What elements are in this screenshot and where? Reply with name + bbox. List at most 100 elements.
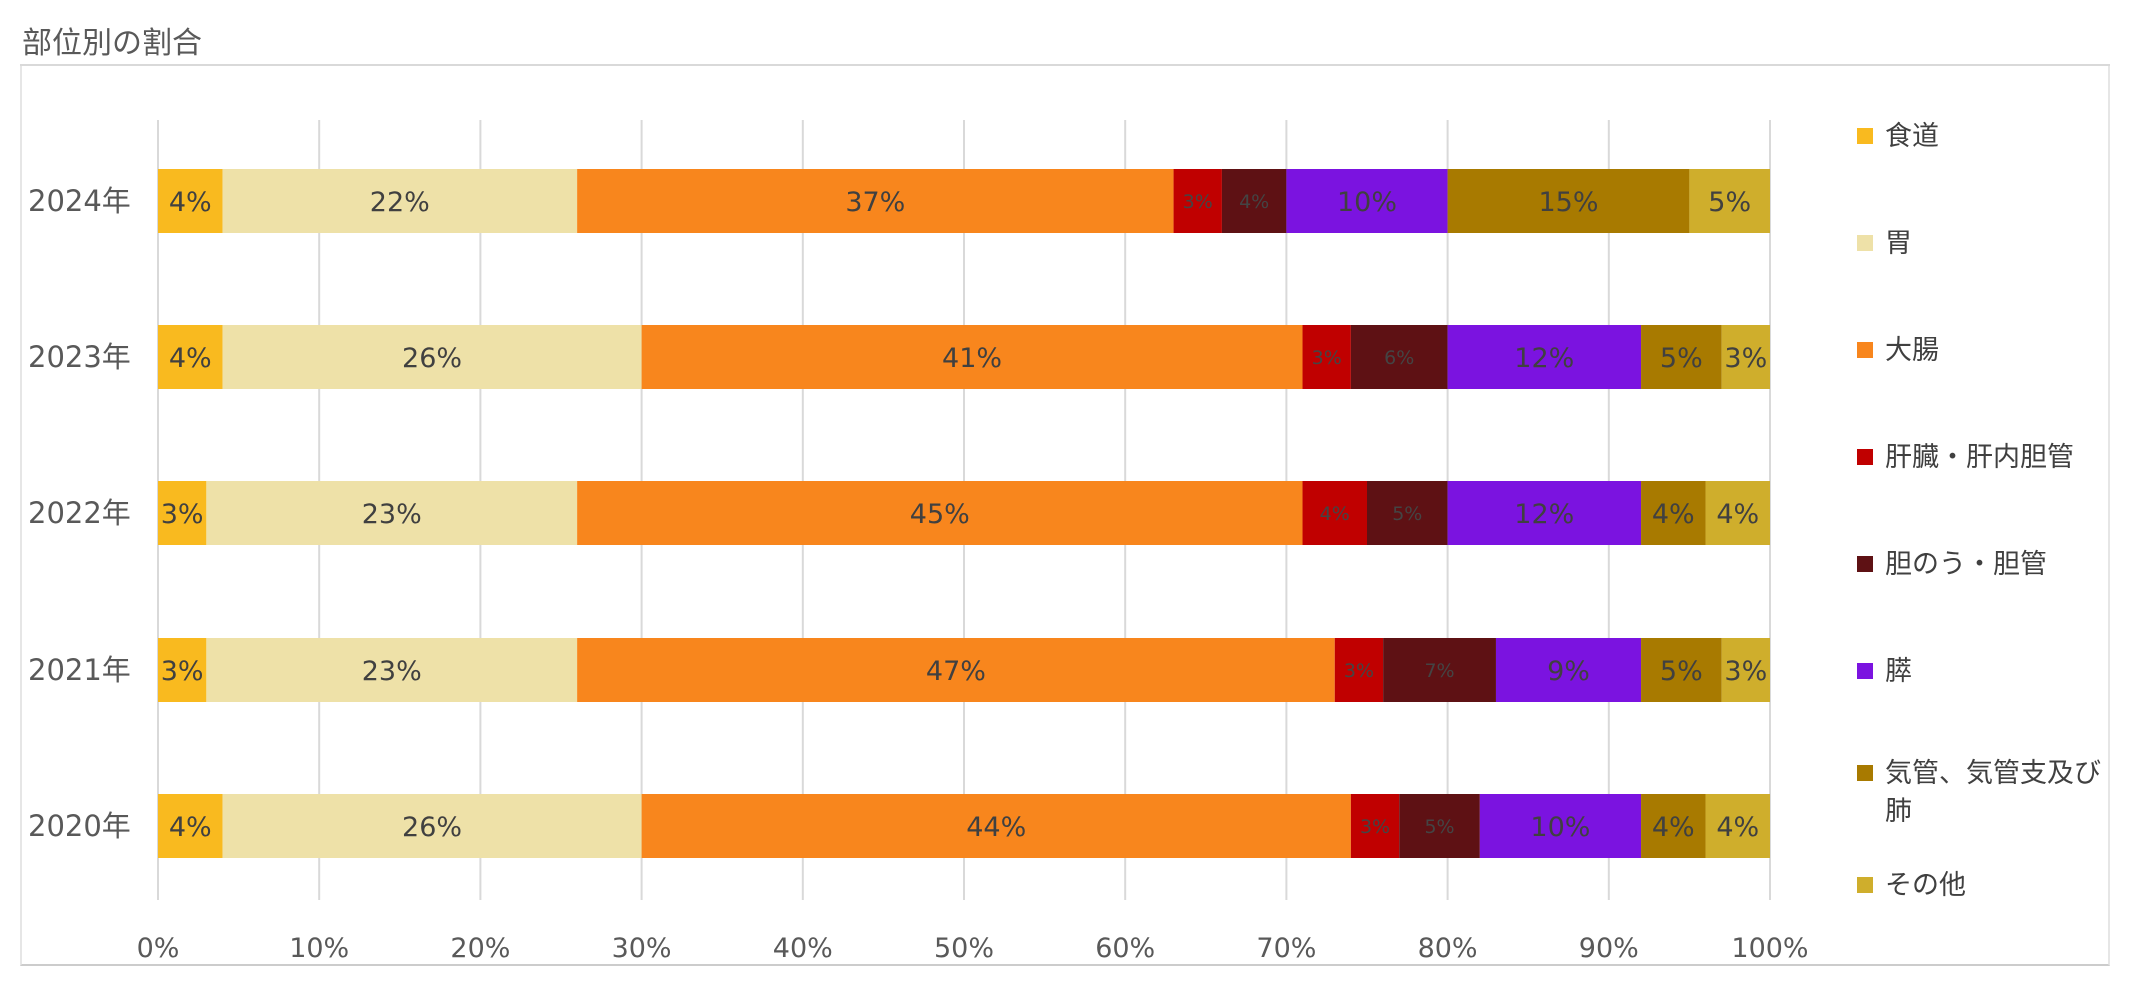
legend-label: 大腸	[1885, 335, 1939, 366]
data-label: 3%	[1183, 191, 1213, 213]
data-label: 5%	[1660, 656, 1703, 687]
x-tick-label: 90%	[1579, 933, 1639, 964]
legend-item: その他	[1857, 867, 2105, 905]
legend-swatch	[1857, 128, 1873, 144]
legend-item: 胃	[1857, 225, 2105, 263]
data-label: 6%	[1384, 347, 1414, 369]
x-tick-label: 10%	[289, 933, 349, 964]
data-label: 7%	[1424, 660, 1454, 682]
data-label: 3%	[1724, 343, 1767, 374]
bar-segment	[1689, 169, 1770, 233]
data-label: 22%	[370, 187, 430, 218]
data-label: 23%	[362, 656, 422, 687]
data-label: 4%	[169, 343, 212, 374]
bar-segment	[158, 169, 223, 233]
bar-segment	[1286, 169, 1448, 233]
chart-title: 部位別の割合	[22, 26, 202, 61]
data-label: 4%	[1716, 812, 1759, 843]
legend-item: 胆のう・胆管	[1857, 546, 2105, 584]
bar-segment	[577, 481, 1303, 545]
data-label: 10%	[1530, 812, 1590, 843]
data-label: 4%	[1652, 499, 1695, 530]
data-label: 4%	[169, 812, 212, 843]
bar-segment	[1641, 481, 1706, 545]
x-tick-label: 30%	[612, 933, 672, 964]
data-label: 23%	[362, 499, 422, 530]
data-label: 15%	[1538, 187, 1598, 218]
data-label: 3%	[161, 499, 204, 530]
bar-segment	[1721, 325, 1770, 389]
bar-segment	[1334, 638, 1384, 702]
legend-swatch	[1857, 663, 1873, 679]
data-label: 4%	[1239, 191, 1269, 213]
legend-label: 食道	[1885, 121, 1939, 152]
x-tick-label: 0%	[137, 933, 180, 964]
chart-legend: 食道胃大腸肝臓・肝内胆管胆のう・胆管膵気管、気管支及び肺その他	[1857, 0, 2117, 1004]
data-label: 3%	[1360, 816, 1390, 838]
bar-segment	[641, 794, 1351, 858]
legend-swatch	[1857, 877, 1873, 893]
bar-segment	[1495, 638, 1642, 702]
legend-label: 膵	[1885, 656, 1912, 687]
legend-label: 胆のう・胆管	[1885, 549, 2047, 580]
bar-segment	[158, 794, 223, 858]
bar-segment	[1479, 794, 1642, 858]
data-label: 5%	[1424, 816, 1454, 838]
bar-segment	[1721, 638, 1770, 702]
data-label: 45%	[910, 499, 970, 530]
bar-segment	[1383, 638, 1496, 702]
data-label: 47%	[926, 656, 986, 687]
data-label: 4%	[169, 187, 212, 218]
x-tick-label: 40%	[773, 933, 833, 964]
category-label: 2024年	[28, 184, 131, 218]
data-label: 3%	[1724, 656, 1767, 687]
bar-segment	[1641, 794, 1706, 858]
bar-segment	[1302, 481, 1367, 545]
data-label: 41%	[942, 343, 1002, 374]
bar-segment	[222, 325, 642, 389]
bar-segment	[1447, 325, 1642, 389]
x-tick-label: 100%	[1731, 933, 1808, 964]
bar-segment	[1173, 169, 1222, 233]
data-label: 5%	[1392, 503, 1422, 525]
bar-segment	[1367, 481, 1448, 545]
bar-segment	[1350, 794, 1400, 858]
x-tick-label: 60%	[1095, 933, 1155, 964]
legend-item: 気管、気管支及び肺	[1857, 755, 2105, 831]
legend-item: 食道	[1857, 118, 2105, 156]
data-label: 3%	[1312, 347, 1342, 369]
data-label: 4%	[1320, 503, 1350, 525]
data-label: 5%	[1660, 343, 1703, 374]
bar-segment	[1705, 481, 1770, 545]
data-label: 26%	[402, 812, 462, 843]
bar-segment	[577, 638, 1335, 702]
bar-segment	[1221, 169, 1287, 233]
data-label: 4%	[1716, 499, 1759, 530]
bar-segment	[1399, 794, 1480, 858]
bar-segment	[1641, 325, 1722, 389]
legend-label: その他	[1885, 870, 1966, 901]
legend-item: 膵	[1857, 653, 2105, 691]
bar-segment	[1447, 169, 1690, 233]
data-label: 3%	[161, 656, 204, 687]
bar-segment	[206, 481, 578, 545]
category-label: 2022年	[28, 496, 131, 530]
legend-item: 大腸	[1857, 332, 2105, 370]
x-tick-label: 20%	[450, 933, 510, 964]
x-tick-label: 80%	[1418, 933, 1478, 964]
legend-label: 胃	[1885, 228, 1912, 259]
bar-segment	[158, 638, 207, 702]
data-label: 37%	[845, 187, 905, 218]
bar-segment	[158, 325, 223, 389]
bar-segment	[222, 794, 642, 858]
x-tick-label: 50%	[934, 933, 994, 964]
category-label: 2021年	[28, 653, 131, 687]
x-tick-label: 70%	[1256, 933, 1316, 964]
legend-item: 肝臓・肝内胆管	[1857, 439, 2105, 477]
data-label: 9%	[1547, 656, 1590, 687]
legend-swatch	[1857, 556, 1873, 572]
bar-segment	[1350, 325, 1448, 389]
title-divider	[20, 64, 2110, 66]
data-label: 4%	[1652, 812, 1695, 843]
